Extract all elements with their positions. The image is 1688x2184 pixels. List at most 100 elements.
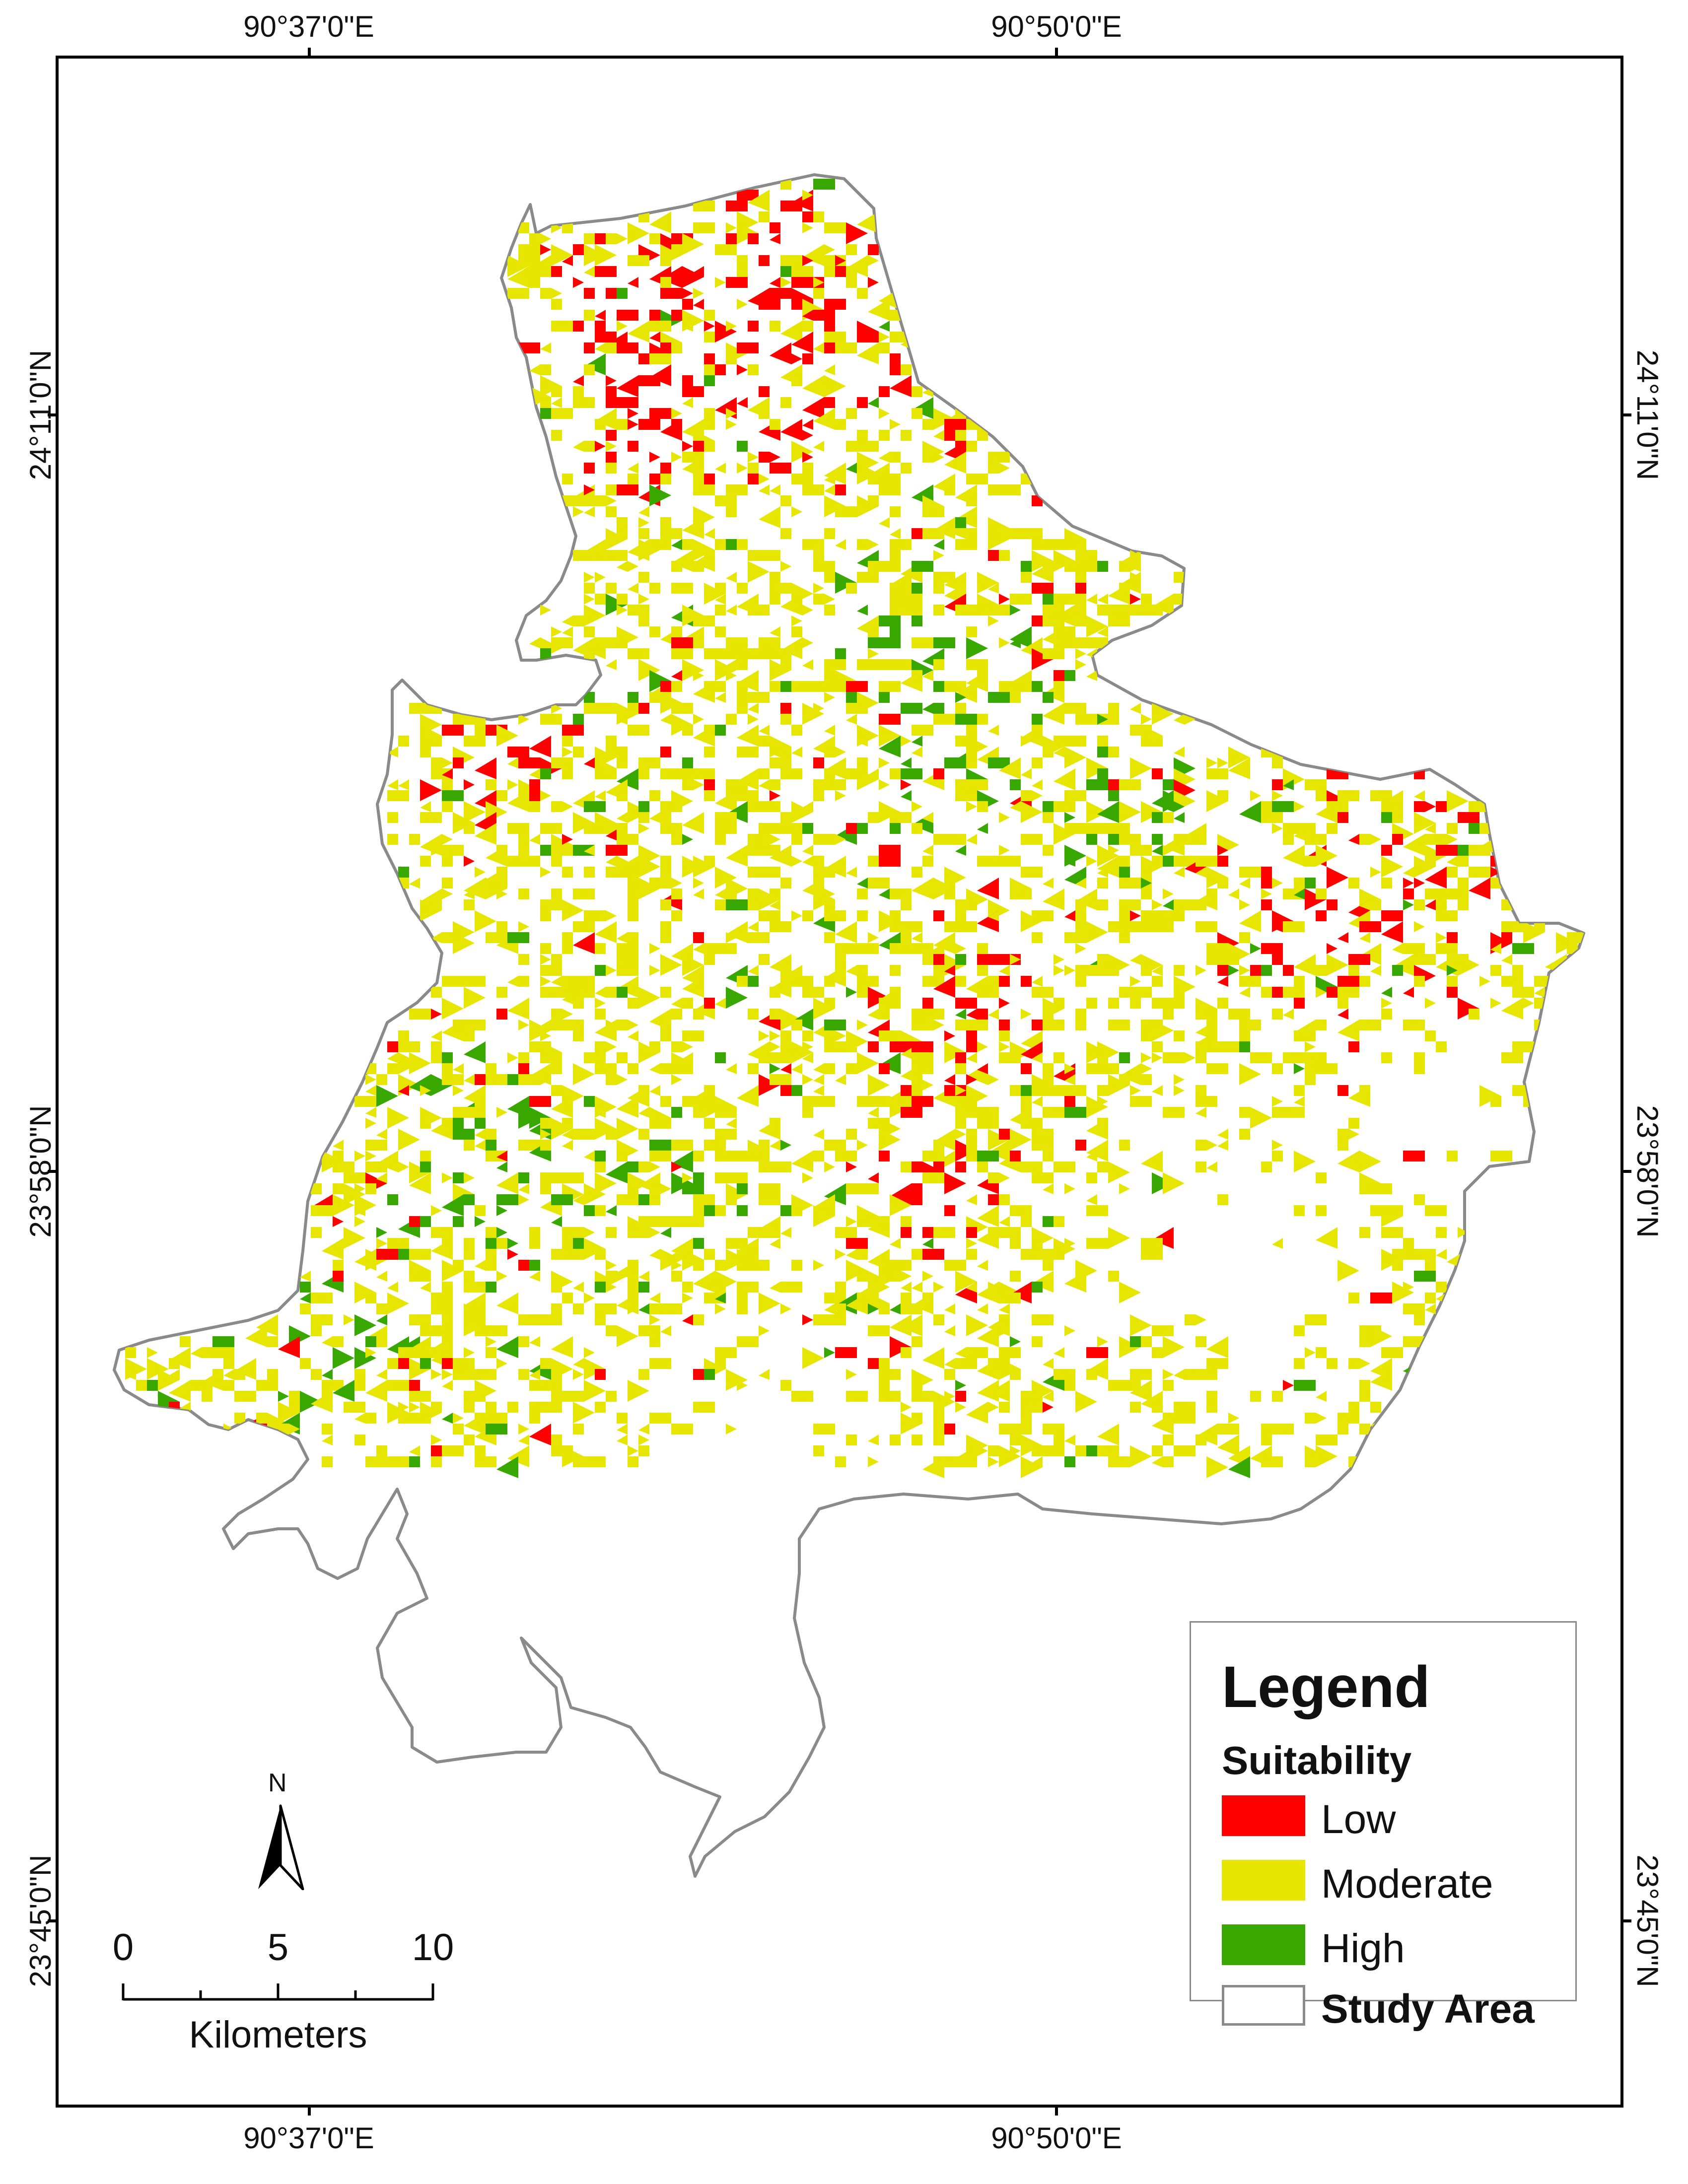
suitability-cell-1509	[824, 932, 835, 943]
suitability-cell-335	[737, 463, 748, 474]
suitability-cell-1342	[1458, 878, 1469, 888]
suitability-cell-1220	[1479, 845, 1490, 856]
suitability-cell-2254	[1337, 1151, 1359, 1172]
suitability-cell-1192	[584, 845, 595, 856]
suitability-cell-2216	[1196, 1140, 1206, 1151]
suitability-cell-1930	[1054, 1052, 1064, 1063]
suitability-cell-769	[912, 703, 922, 714]
suitability-cell-250	[628, 408, 638, 419]
suitability-cell-2784	[125, 1347, 136, 1358]
suitability-cell-2749	[1370, 1325, 1392, 1347]
suitability-cell-1722	[1523, 987, 1534, 998]
suitability-cell-1497	[453, 932, 475, 954]
suitability-cell-1031	[551, 801, 562, 812]
suitability-cell-2903	[333, 1380, 354, 1402]
suitability-cell-2527	[1032, 1249, 1043, 1260]
suitability-cell-148	[649, 321, 660, 332]
suitability-cell-3114	[322, 1456, 333, 1467]
suitability-cell-406	[846, 506, 857, 517]
suitability-cell-1992	[1414, 1063, 1425, 1074]
suitability-cell-227	[759, 386, 770, 397]
suitability-cell-2326	[333, 1183, 344, 1194]
suitability-cell-150	[682, 321, 693, 332]
suitability-cell-1854	[999, 1030, 1010, 1041]
suitability-cell-2861	[311, 1369, 322, 1380]
suitability-cell-1784	[1043, 1009, 1054, 1020]
suitability-cell-3082	[1261, 1434, 1272, 1445]
suitability-cell-2333	[540, 1183, 551, 1194]
suitability-cell-74	[551, 266, 562, 277]
suitability-cell-2301	[562, 1172, 584, 1183]
suitability-cell-2434	[311, 1227, 322, 1238]
suitability-cell-385	[584, 495, 595, 506]
suitability-cell-1382	[1316, 888, 1327, 899]
suitability-cell-2971	[289, 1402, 300, 1413]
suitability-cell-1115	[802, 823, 813, 834]
suitability-cell-1614	[933, 965, 944, 976]
suitability-cell-1562	[518, 954, 529, 965]
suitability-cell-1954	[551, 1063, 562, 1074]
suitability-cell-1143	[518, 834, 529, 845]
suitability-cell-259	[879, 408, 890, 419]
suitability-cell-1783	[1021, 1009, 1032, 1020]
suitability-cell-607	[912, 615, 922, 626]
suitability-cell-1446	[1064, 910, 1075, 921]
suitability-cell-2260	[344, 1161, 354, 1172]
suitability-cell-411	[638, 517, 649, 528]
legend-label-high: High	[1321, 1926, 1405, 1971]
suitability-cell-1612	[857, 965, 868, 976]
suitability-cell-2763	[486, 1336, 496, 1347]
suitability-cell-1941	[1283, 1052, 1305, 1063]
suitability-cell-1341	[1414, 878, 1425, 888]
suitability-cell-2538	[333, 1260, 344, 1271]
suitability-cell-2477	[507, 1238, 518, 1249]
suitability-cell-2682	[879, 1303, 890, 1314]
suitability-cell-1631	[1261, 965, 1272, 976]
suitability-cell-591	[1043, 605, 1064, 615]
suitability-cell-2780	[1206, 1336, 1228, 1358]
suitability-cell-1374	[1163, 888, 1174, 899]
suitability-cell-1198	[770, 845, 791, 867]
suitability-cell-2359	[442, 1194, 464, 1216]
suitability-cell-2065	[1337, 1085, 1348, 1096]
suitability-cell-2986	[693, 1402, 715, 1413]
suitability-cell-1492	[1501, 921, 1523, 932]
suitability-cell-165	[704, 332, 715, 342]
suitability-cell-1436	[835, 910, 846, 921]
suitability-cell-2422	[693, 1216, 704, 1227]
suitability-cell-433	[1032, 528, 1043, 539]
suitability-cell-405	[835, 506, 846, 517]
suitability-cell-1779	[955, 1009, 966, 1020]
suitability-cell-1533	[628, 943, 638, 954]
suitability-cell-507	[824, 572, 835, 583]
suitability-cell-651	[966, 637, 988, 659]
suitability-cell-41	[770, 233, 780, 244]
suitability-cell-604	[791, 615, 802, 626]
suitability-cell-1788	[1228, 1009, 1250, 1020]
suitability-cell-2476	[496, 1238, 507, 1249]
suitability-cell-2497	[1272, 1238, 1283, 1249]
suitability-cell-2244	[944, 1151, 955, 1161]
suitability-cell-2623	[966, 1282, 977, 1293]
suitability-cell-396	[1032, 495, 1043, 506]
suitability-cell-129	[835, 299, 846, 310]
suitability-cell-3000	[1370, 1402, 1381, 1413]
suitability-cell-2329	[365, 1183, 376, 1194]
suitability-cell-2171	[715, 1129, 726, 1140]
suitability-cell-2056	[1043, 1085, 1064, 1096]
suitability-cell-2414	[453, 1216, 464, 1227]
suitability-cell-2798	[584, 1347, 595, 1358]
suitability-cell-2997	[1174, 1402, 1196, 1413]
suitability-cell-966	[966, 779, 988, 790]
suitability-cell-554	[890, 594, 901, 605]
suitability-cell-2605	[551, 1282, 562, 1293]
suitability-cell-3100	[1032, 1445, 1043, 1456]
suitability-cell-2431	[1021, 1216, 1032, 1227]
suitability-cell-3129	[933, 1456, 944, 1467]
suitability-cell-1311	[660, 878, 671, 888]
suitability-cell-2671	[595, 1303, 617, 1314]
suitability-cell-1299	[1447, 867, 1458, 878]
suitability-cell-1214	[1316, 845, 1337, 867]
suitability-cell-2640	[464, 1293, 486, 1314]
suitability-cell-2297	[464, 1172, 475, 1183]
